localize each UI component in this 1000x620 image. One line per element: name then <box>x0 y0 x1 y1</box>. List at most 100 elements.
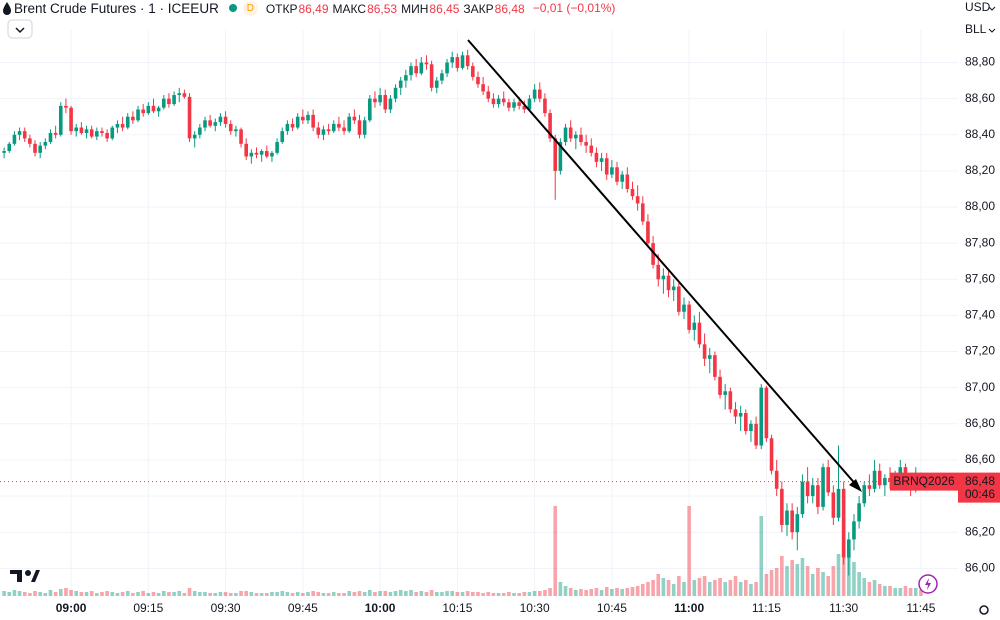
currency[interactable]: USD <box>965 0 991 14</box>
volume-bar <box>100 592 104 596</box>
unit[interactable]: BLL <box>965 22 987 36</box>
candle-body <box>146 105 151 114</box>
candle-body <box>702 344 707 359</box>
arrow-head <box>849 479 862 492</box>
y-tick-label: 88,80 <box>965 55 995 69</box>
volume-bar <box>2 591 6 596</box>
dropdown-icons <box>988 6 996 33</box>
chevron-icon <box>15 27 25 34</box>
candle-body <box>218 116 223 123</box>
volume-bar <box>208 593 212 596</box>
volume-bar <box>167 592 171 596</box>
candle-body <box>805 481 810 497</box>
candle-body <box>64 105 68 108</box>
candle-body <box>95 131 99 137</box>
volume-bar <box>285 592 290 596</box>
candle-body <box>666 275 671 291</box>
volume-bar <box>723 582 727 596</box>
tv-logo <box>10 570 40 582</box>
volume-bar <box>635 586 640 596</box>
candle-body <box>471 66 475 77</box>
candle-body <box>115 123 120 128</box>
candle-body <box>213 122 218 126</box>
candle-body <box>790 510 794 533</box>
countdown: 00:46 <box>965 487 995 501</box>
volume-bar <box>146 593 151 596</box>
candle-body <box>501 98 506 103</box>
volume-bar <box>666 580 671 596</box>
candle-body <box>810 485 815 497</box>
candle-body <box>368 98 372 121</box>
candle-body <box>707 355 712 359</box>
volume-bar <box>733 576 738 596</box>
candle-body <box>589 145 594 153</box>
y-tick-label: 87,20 <box>965 344 995 358</box>
volume-bar <box>440 592 444 596</box>
volume-bar <box>764 574 769 596</box>
candle-body <box>167 98 171 105</box>
volume-bar <box>58 589 63 596</box>
candle-body <box>759 387 764 446</box>
drop-icon <box>3 2 11 15</box>
candle-body <box>795 514 800 533</box>
candle-body <box>12 134 17 144</box>
volume-bar <box>646 582 650 596</box>
x-tick-label: 09:45 <box>288 601 318 615</box>
volume-bar <box>527 592 532 596</box>
ohlc-label: ЗАКР <box>463 1 494 16</box>
volume-bar <box>682 582 686 596</box>
drop-shape <box>3 2 11 15</box>
candle-body <box>28 138 32 144</box>
volume-bar <box>7 592 12 596</box>
volume-bar <box>120 592 125 596</box>
candle-body <box>17 131 22 135</box>
x-tick-label: 11:30 <box>829 601 858 615</box>
volume-bar <box>908 588 913 596</box>
candle-body <box>785 510 789 525</box>
candle-body <box>254 152 259 155</box>
volume-bar <box>496 593 501 596</box>
candle-body <box>537 89 542 99</box>
volume-bar <box>218 592 223 596</box>
candle-body <box>697 322 702 345</box>
legend-header: Brent Crude Futures · 1 · ICEEUR D ОТКР8… <box>0 0 619 16</box>
collapse-button[interactable] <box>7 19 33 39</box>
volume-bar <box>877 584 882 596</box>
candle-body <box>270 152 274 157</box>
volume-bar <box>131 593 135 596</box>
candle-body <box>615 167 619 182</box>
volume-bar <box>785 566 789 596</box>
candle-body <box>733 409 738 417</box>
volume-bar <box>398 590 403 596</box>
volume-bar <box>867 582 872 596</box>
candle-body <box>543 98 547 114</box>
volume-bar <box>424 592 429 596</box>
volume-bar <box>656 574 661 596</box>
volume-bar <box>630 587 635 596</box>
candle-body <box>816 485 820 507</box>
settings-button[interactable] <box>979 605 989 615</box>
candle-body <box>738 412 743 417</box>
volume-bar <box>311 591 315 596</box>
volume-bar <box>460 592 465 596</box>
lightning-icon <box>925 578 931 590</box>
x-tick-label: 10:45 <box>597 601 627 615</box>
volume-bar <box>548 588 552 596</box>
y-tick-label: 88,40 <box>965 127 995 141</box>
x-tick-label: 10:30 <box>520 601 550 615</box>
x-tick-label: 11:15 <box>752 601 781 615</box>
y-tick-label: 88,20 <box>965 163 995 177</box>
candle-body <box>764 387 769 439</box>
candle-body <box>249 152 254 157</box>
volume-bar <box>872 580 877 596</box>
trend-arrow <box>467 39 859 488</box>
volume-bar <box>491 593 496 596</box>
candle-body <box>517 102 521 106</box>
symbol-title[interactable]: Brent Crude Futures · 1 · ICEEUR <box>14 0 219 16</box>
volume-bar <box>316 592 321 596</box>
candle-body <box>337 123 341 128</box>
candle-body <box>527 98 532 110</box>
candle-body <box>450 57 455 63</box>
volume-bar <box>280 591 285 596</box>
candle-body <box>682 304 686 312</box>
